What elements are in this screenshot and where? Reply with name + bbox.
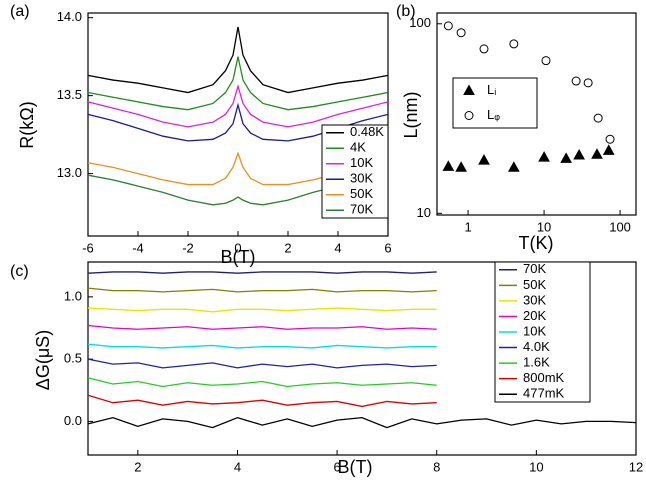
x-tick-label: 8 [433,459,440,474]
circle-marker [541,56,551,66]
circle-marker [593,113,603,123]
x-tick-label: -2 [182,240,194,255]
panel-label: (a) [10,3,30,20]
data-line [87,307,437,313]
triangle-marker [455,161,467,172]
legend-label: Lᵢ [487,82,496,97]
x-tick-label: 10 [537,219,551,234]
x-tick-label: 100 [609,219,631,234]
x-axis-label: T(K) [519,233,554,253]
legend-label: 0.48K [350,124,384,139]
y-tick-label: 10 [417,205,431,220]
legend-label: 4K [350,140,366,155]
data-line [87,83,389,128]
circle-marker [509,39,519,49]
y-tick-label: 13.5 [57,87,82,102]
legend-label: 477mK [523,386,565,401]
legend-frame [452,77,538,129]
legend-label: 10K [523,323,546,338]
legend-label: 10K [350,155,373,170]
x-tick-label: -6 [82,240,94,255]
legend-frame [321,124,389,219]
data-line [87,324,437,330]
panel-label: (b) [396,3,416,20]
data-line [87,26,389,94]
triangle-marker [591,148,603,159]
triangle-marker [478,154,490,165]
plot-frame [87,261,637,456]
x-tick-label: 2 [284,240,291,255]
y-tick-label: 14.0 [57,9,82,24]
y-axis-label: R(kΩ) [17,101,37,148]
data-line [87,174,389,206]
x-axis-label: B(T) [338,457,373,477]
legend-label: 30K [523,292,546,307]
x-tick-label: 12 [629,459,643,474]
legend-label: 1.6K [523,355,550,370]
data-line [87,416,637,429]
y-tick-label: 0.5 [64,351,82,366]
circle-marker [443,21,453,31]
plot-frame [436,12,637,216]
data-line [87,343,437,349]
data-line [87,394,437,408]
x-tick-label: 6 [384,240,391,255]
data-line [87,151,389,186]
circle-marker [583,78,593,88]
triangle-marker [560,152,572,163]
x-tick-label: 10 [529,459,543,474]
circle-marker [571,76,581,86]
circle-marker [464,111,474,120]
triangle-marker [507,161,520,172]
triangle-marker [602,144,615,155]
data-line [87,287,437,293]
y-tick-label: 0.0 [64,413,82,428]
data-line [87,377,437,388]
triangle-marker [573,149,585,160]
panel-label: (c) [10,263,29,280]
y-axis-label: L(nm) [401,91,421,138]
x-tick-label: 2 [134,459,141,474]
legend-label: 50K [523,277,546,292]
x-tick-label: 4 [234,459,241,474]
x-tick-label: -4 [132,240,144,255]
legend-label: 800mK [523,370,565,385]
data-line [87,56,389,111]
y-tick-label: 1.0 [64,288,82,303]
legend-label: 30K [350,171,373,186]
x-tick-label: 1 [464,219,471,234]
legend-label: 70K [350,202,373,217]
circle-marker [605,134,615,144]
legend-label: 4.0K [523,339,550,354]
x-tick-label: 6 [333,459,340,474]
x-tick-label: 4 [334,240,341,255]
data-line [87,102,389,142]
legend-label: 70K [523,261,546,276]
circle-marker [479,44,489,54]
legend-label: Lᵩ [487,107,500,122]
y-tick-label: 13.0 [57,165,82,180]
data-line [87,271,437,274]
triangle-marker [538,151,550,162]
circle-marker [456,28,466,38]
data-line [87,358,437,369]
legend-label: 20K [523,308,546,323]
x-tick-label: 0 [234,240,241,255]
y-axis-label: ΔG(μS) [33,330,53,390]
triangle-marker [442,160,455,171]
legend-label: 50K [350,186,373,201]
triangle-marker [463,84,475,95]
y-tick-label: 100 [409,15,431,30]
